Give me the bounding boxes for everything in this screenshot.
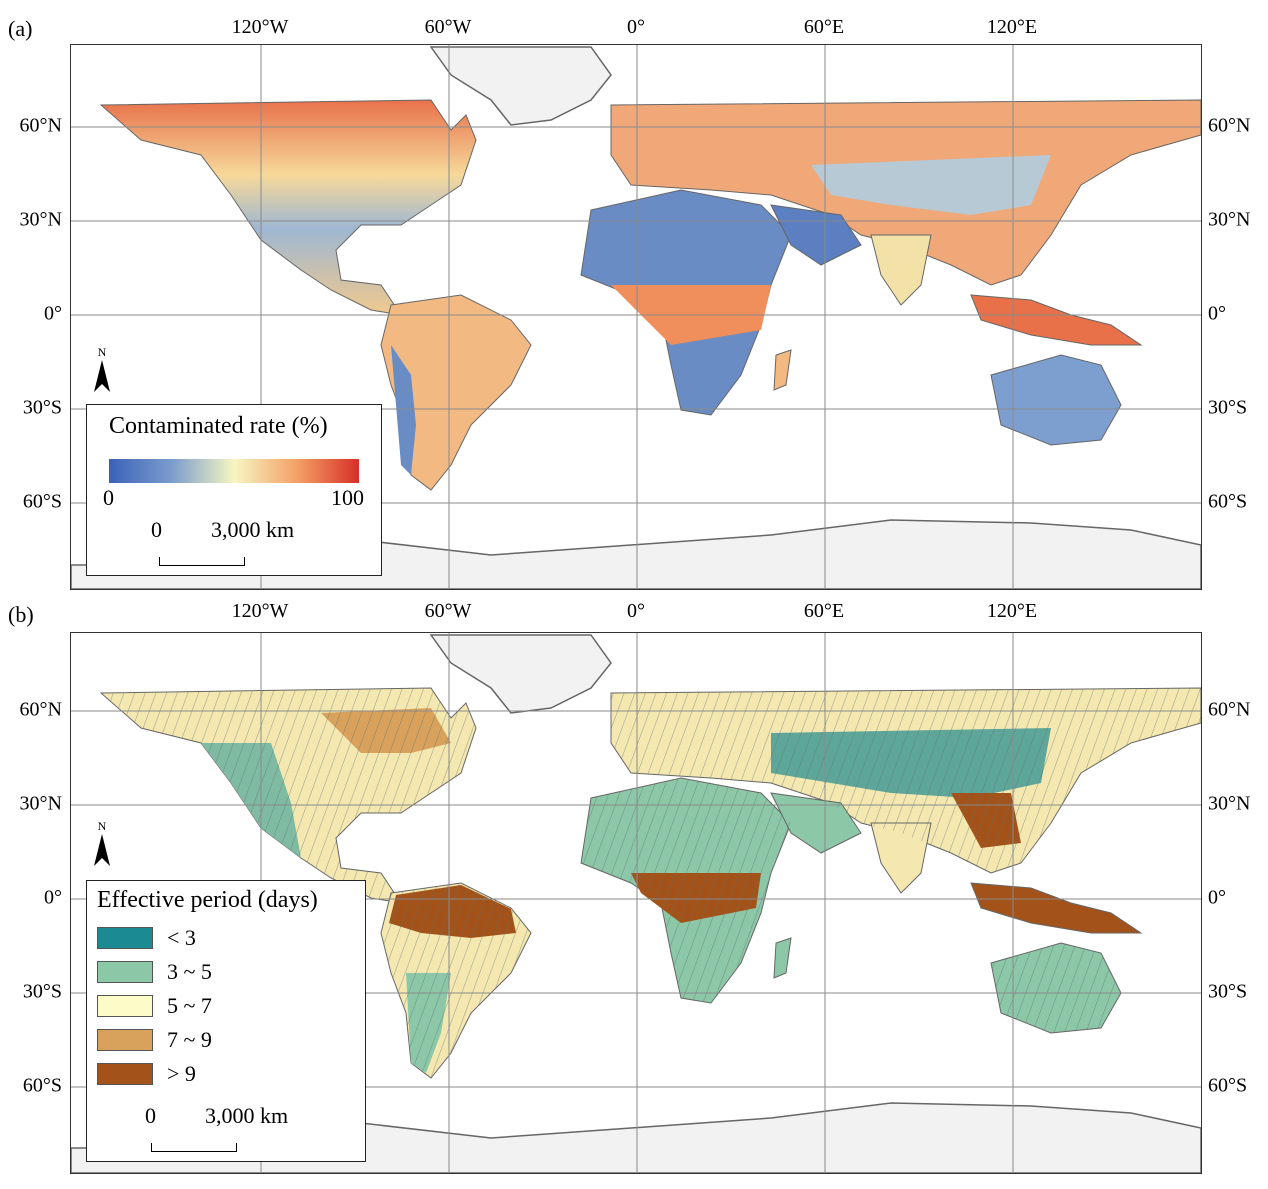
panel-a-legend-title: Contaminated rate (%) [109,413,328,439]
panel-a-colorbar [109,459,359,483]
australia-shape [990,354,1122,446]
panel-a-lon-tick-0: 0° [627,16,645,38]
panel-b-class-label: 7 ~ 9 [167,1027,212,1052]
arabia-shape [770,204,862,266]
panel-b-lon-tick-60e: 60°E [803,600,845,622]
panel-a-lat-tick-60n-right: 60°N [1208,114,1251,137]
panel-b-lat-tick-0: 0° [44,886,62,909]
india-shape [870,234,932,306]
panel-b-legend-item: 3 ~ 5 [97,959,212,985]
panel-a-lat-tick-0: 0° [44,302,62,325]
svg-text:N: N [98,819,107,833]
panel-b-lat-tick-30n: 30°N [19,792,62,815]
panel-a-lat-tick-60s: 60°S [22,490,62,513]
panel-b-lat-tick-60s: 60°S [22,1074,62,1097]
panel-a-lon-tick-60w: 60°W [424,16,472,38]
panel-b-class-label: 5 ~ 7 [167,993,212,1018]
panel-b-lat-tick-30s: 30°S [22,980,62,1003]
panel-b-swatch-lt3 [97,927,153,949]
panel-a-lat-tick-30s: 30°S [22,396,62,419]
panel-b-lon-tick-60w: 60°W [424,600,472,622]
panel-a-lon-tick-120w: 120°W [231,16,289,38]
panel-b-north-arrow-icon: N [94,819,110,866]
panel-b-hatching [101,688,1201,1078]
panel-a-colorbar-min: 0 [103,485,114,510]
madagascar-shape [773,937,792,979]
panel-b-legend-item: > 9 [97,1061,196,1087]
madagascar-shape [773,349,792,391]
panel-b-legend-item: 7 ~ 9 [97,1027,212,1053]
panel-b-lon-tick-0: 0° [627,600,645,622]
panel-b-class-label: > 9 [167,1061,196,1086]
central-asia-zone [811,155,1051,215]
panel-b-swatch-gt9 [97,1063,153,1085]
panel-b-legend: Effective period (days) < 3 3 ~ 5 5 ~ 7 … [86,880,366,1162]
panel-b-legend-item: < 3 [97,925,196,951]
panel-b-label: (b) [8,602,34,627]
panel-b-lat-tick-0-right: 0° [1208,886,1226,909]
south-america-west-strip [391,345,416,475]
panel-b-lat-tick-30s-right: 30°S [1208,980,1248,1003]
panel-b-lat-tick-60s-right: 60°S [1208,1074,1248,1097]
panel-a-colorbar-max: 100 [331,485,364,510]
panel-a-lon-tick-60e: 60°E [803,16,845,38]
panel-b-class-label: 3 ~ 5 [167,959,212,984]
panel-b-legend-title: Effective period (days) [97,887,318,913]
panel-b-class-label: < 3 [167,925,196,950]
southeast-asia-shape [970,882,1143,934]
panel-b-swatch-5-7 [97,995,153,1017]
panel-b-lat-tick-30n-right: 30°N [1208,792,1251,815]
panel-b-scale-zero: 0 [145,1103,156,1128]
svg-text:N: N [98,345,107,359]
panel-b-map [70,632,1202,1174]
southeast-asia-shape [970,294,1143,346]
panel-b-swatch-3-5 [97,961,153,983]
panel-a-lat-tick-60n: 60°N [19,114,62,137]
panel-a-scale-bar [159,557,245,566]
panel-b-scale-bar [151,1143,237,1152]
panel-a-legend: Contaminated rate (%) 0 100 0 3,000 km [86,404,382,576]
panel-a-scale-length: 3,000 km [211,517,295,542]
north-america-shape [99,99,477,316]
panel-a-label: (a) [8,16,33,41]
panel-b-lon-tick-120w: 120°W [231,600,289,622]
panel-b-map-svg [71,633,1201,1173]
panel-a-lat-tick-30n: 30°N [19,208,62,231]
greenland-shape [429,634,612,714]
panel-b-scale-length: 3,000 km [205,1103,289,1128]
panel-a-lon-tick-120e: 120°E [986,16,1038,38]
panel-a-lat-tick-0-right: 0° [1208,302,1226,325]
panel-a-north-arrow-icon: N [94,345,110,392]
panel-b-lat-tick-60n: 60°N [19,698,62,721]
panel-a-scale-zero: 0 [151,517,162,542]
panel-b-swatch-7-9 [97,1029,153,1051]
panel-b-legend-item: 5 ~ 7 [97,993,212,1019]
panel-b-lat-tick-60n-right: 60°N [1208,698,1251,721]
panel-b-lon-tick-120e: 120°E [986,600,1038,622]
south-america-shape [380,294,532,491]
panel-a-lat-tick-60s-right: 60°S [1208,490,1248,513]
panel-a-lat-tick-30n-right: 30°N [1208,208,1251,231]
greenland-shape [429,46,612,126]
panel-a-lat-tick-30s-right: 30°S [1208,396,1248,419]
